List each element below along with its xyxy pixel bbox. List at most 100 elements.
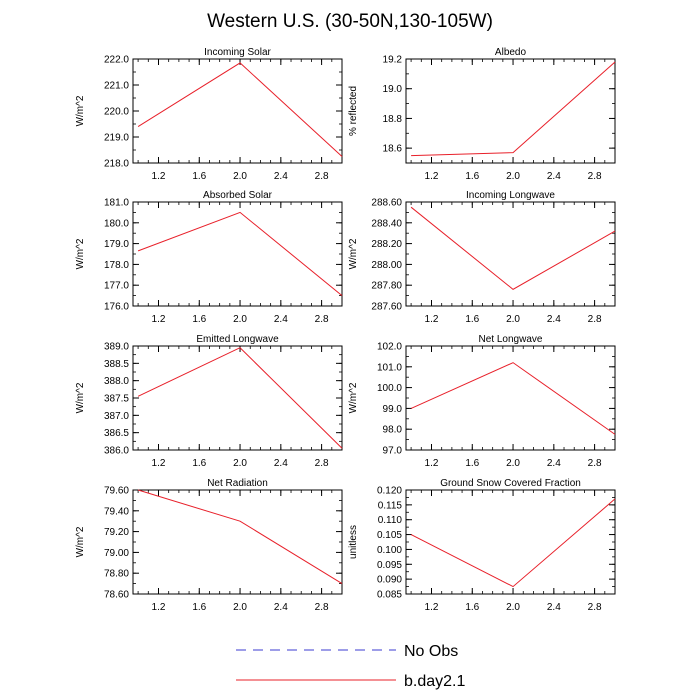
y-tick-label: 218.0 — [104, 159, 129, 170]
x-tick-label: 1.2 — [152, 458, 166, 469]
x-tick-label: 2.8 — [315, 602, 329, 613]
y-axis-label: W/m^2 — [75, 526, 86, 557]
x-tick-label: 2.8 — [588, 458, 602, 469]
panel-title: Albedo — [495, 47, 527, 58]
y-tick-label: 0.115 — [378, 500, 403, 511]
y-tick-label: 388.5 — [104, 359, 129, 370]
panel-net-radiation: Net Radiation W/m^2 78.60 78.80 79.00 79.20 79… — [75, 478, 343, 613]
y-tick-label: 288.60 — [371, 198, 402, 209]
x-tick-label: 2.8 — [315, 458, 329, 469]
x-tick-label: 2.4 — [274, 458, 288, 469]
y-tick-label: 0.095 — [377, 560, 402, 571]
y-tick-label: 220.0 — [104, 107, 129, 118]
x-tick-label: 2.8 — [315, 171, 329, 182]
y-tick-label: 287.80 — [371, 281, 402, 292]
x-tick-label: 2.0 — [506, 314, 520, 325]
panel-title: Absorbed Solar — [203, 190, 273, 201]
panel-title: Incoming Longwave — [466, 190, 555, 201]
x-tick-label: 1.6 — [465, 458, 479, 469]
x-tick-label: 2.4 — [547, 458, 561, 469]
y-tick-label: 101.0 — [377, 362, 402, 373]
x-tick-label: 2.4 — [547, 171, 561, 182]
y-tick-label: 0.110 — [378, 515, 403, 526]
x-tick-label: 2.8 — [588, 602, 602, 613]
y-axis-label: % reflected — [348, 86, 359, 136]
y-tick-label: 78.80 — [104, 569, 129, 580]
series-line-ground-snow-covered-fraction — [410, 498, 616, 588]
panel-ground-snow-covered-fraction: Ground Snow Covered Fraction unitless 0.08… — [348, 478, 616, 613]
x-tick-label: 2.4 — [274, 171, 288, 182]
x-tick-label: 1.2 — [425, 314, 439, 325]
y-tick-label: 98.0 — [383, 425, 403, 436]
x-tick-label: 1.2 — [152, 602, 166, 613]
panel-net-longwave: Net Longwave W/m^2 97.0 98.0 99.0 100.0 101.0 1… — [348, 334, 616, 469]
y-axis-label: unitless — [348, 525, 359, 559]
x-tick-label: 1.2 — [152, 171, 166, 182]
panel-title: Incoming Solar — [204, 47, 271, 58]
y-tick-label: 387.0 — [104, 411, 129, 422]
legend: No Obs b.day2.1 — [236, 643, 465, 690]
x-tick-label: 2.4 — [547, 602, 561, 613]
y-tick-label: 99.0 — [383, 404, 403, 415]
y-tick-label: 102.0 — [377, 342, 402, 353]
y-tick-label: 219.0 — [104, 133, 129, 144]
y-tick-label: 18.8 — [383, 114, 403, 125]
x-tick-label: 2.4 — [274, 602, 288, 613]
panel-incoming-longwave: Incoming Longwave W/m^2 287.60 287.80 288.00… — [348, 190, 616, 325]
y-tick-label: 386.5 — [104, 428, 129, 439]
y-tick-label: 19.2 — [383, 55, 403, 66]
y-tick-label: 79.60 — [104, 486, 129, 497]
panel-title: Net Radiation — [207, 478, 268, 489]
x-tick-label: 2.0 — [233, 171, 247, 182]
series-line-absorbed-solar — [137, 211, 343, 296]
series-line-net-longwave — [410, 362, 616, 435]
x-tick-label: 2.0 — [233, 602, 247, 613]
legend-no-obs-label: No Obs — [404, 643, 458, 660]
panel-frame — [405, 58, 616, 164]
panel-albedo: Albedo % reflected 18.6 18.8 19.0 19.2 1.2 1.6 2… — [348, 47, 616, 182]
panel-emitted-longwave: Emitted Longwave W/m^2 386.0 386.5 387.0 387.… — [75, 334, 343, 469]
y-tick-label: 0.100 — [377, 545, 402, 556]
y-tick-label: 78.60 — [104, 590, 129, 601]
panels: Incoming Solar W/m^2 218.0 219.0 220.0 221.0 2… — [75, 47, 616, 613]
x-tick-label: 1.2 — [425, 171, 439, 182]
y-tick-label: 177.0 — [104, 281, 129, 292]
y-tick-label: 222.0 — [104, 55, 129, 66]
y-tick-label: 176.0 — [104, 302, 129, 313]
panel-incoming-solar: Incoming Solar W/m^2 218.0 219.0 220.0 221.0 2… — [75, 47, 343, 182]
y-tick-label: 79.20 — [104, 527, 129, 538]
y-tick-label: 387.5 — [104, 394, 129, 405]
x-tick-label: 1.2 — [425, 458, 439, 469]
y-tick-label: 221.0 — [104, 81, 129, 92]
panel-absorbed-solar: Absorbed Solar W/m^2 176.0 177.0 178.0 179.0 1… — [75, 190, 343, 325]
x-tick-label: 1.6 — [192, 602, 206, 613]
y-tick-label: 18.6 — [383, 144, 403, 155]
series-line-emitted-longwave — [137, 347, 343, 449]
x-tick-label: 2.8 — [315, 314, 329, 325]
y-tick-label: 79.00 — [104, 548, 129, 559]
x-tick-label: 1.6 — [465, 314, 479, 325]
y-tick-label: 181.0 — [104, 198, 129, 209]
y-tick-label: 0.090 — [377, 575, 402, 586]
series-line-incoming-longwave — [410, 206, 616, 290]
y-tick-label: 0.085 — [377, 590, 402, 601]
y-tick-label: 0.120 — [377, 486, 402, 497]
x-tick-label: 1.6 — [192, 458, 206, 469]
panel-title: Emitted Longwave — [196, 334, 279, 345]
panel-title: Net Longwave — [479, 334, 543, 345]
series-line-albedo — [411, 61, 616, 157]
y-tick-label: 79.40 — [104, 506, 129, 517]
y-axis-label: W/m^2 — [75, 382, 86, 413]
y-tick-label: 100.0 — [377, 383, 402, 394]
y-tick-label: 0.105 — [377, 530, 402, 541]
y-tick-label: 179.0 — [104, 239, 129, 250]
y-tick-label: 178.0 — [104, 260, 129, 271]
y-tick-label: 288.40 — [371, 218, 402, 229]
x-tick-label: 2.8 — [588, 314, 602, 325]
y-axis-label: W/m^2 — [348, 238, 359, 269]
y-tick-label: 19.0 — [383, 84, 403, 95]
y-tick-label: 180.0 — [104, 218, 129, 229]
x-tick-label: 2.0 — [233, 458, 247, 469]
